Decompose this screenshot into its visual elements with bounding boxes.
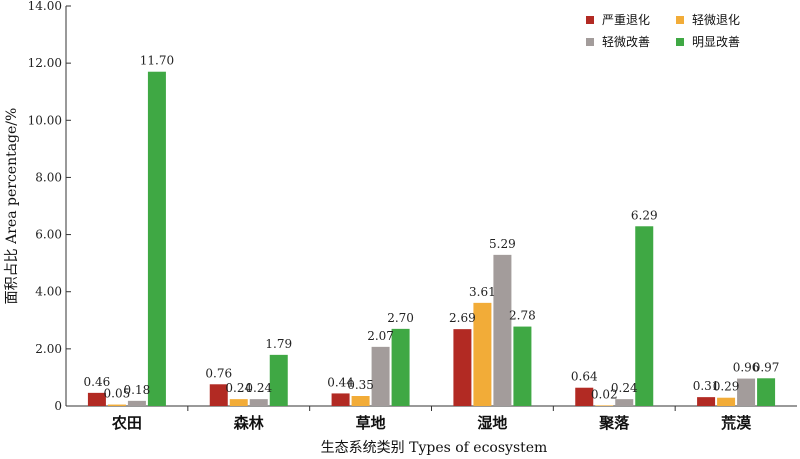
bar bbox=[737, 378, 756, 406]
bars bbox=[87, 71, 776, 406]
data-label: 0.44 bbox=[327, 375, 354, 389]
y-tick-label: 12.00 bbox=[28, 56, 62, 70]
bar bbox=[575, 387, 594, 406]
bar bbox=[757, 378, 776, 406]
data-label: 0.24 bbox=[245, 381, 272, 395]
y-tick-label: 2.00 bbox=[35, 342, 62, 356]
legend-swatch bbox=[676, 38, 684, 46]
data-label: 0.31 bbox=[693, 379, 720, 393]
bar bbox=[595, 405, 614, 406]
bar bbox=[493, 254, 512, 406]
data-label: 2.07 bbox=[367, 329, 394, 343]
x-axis: 农田 森林 草地 湿地 聚落 荒漠 bbox=[66, 405, 797, 432]
legend-entry: 轻微退化 bbox=[692, 13, 740, 27]
bar bbox=[249, 399, 268, 406]
bar bbox=[473, 302, 492, 406]
bar bbox=[635, 226, 654, 406]
bar bbox=[209, 384, 228, 406]
y-tick-label: 0 bbox=[54, 399, 62, 413]
x-tick-label: 聚落 bbox=[598, 414, 630, 432]
data-label: 6.29 bbox=[631, 208, 658, 222]
bar bbox=[269, 354, 288, 406]
y-tick-label: 4.00 bbox=[35, 285, 62, 299]
data-label: 2.70 bbox=[387, 311, 414, 325]
data-label: 0.24 bbox=[611, 381, 638, 395]
data-label: 0.46 bbox=[84, 375, 111, 389]
data-label: 0.24 bbox=[225, 381, 252, 395]
bar bbox=[107, 404, 126, 406]
y-tick-label: 10.00 bbox=[28, 113, 62, 127]
data-label: 2.78 bbox=[509, 309, 536, 323]
x-tick-label: 农田 bbox=[111, 414, 142, 432]
y-tick-label: 8.00 bbox=[35, 170, 62, 184]
data-label: 0.18 bbox=[124, 383, 151, 397]
bar bbox=[453, 329, 472, 406]
bar bbox=[351, 396, 370, 406]
legend-swatch bbox=[586, 16, 594, 24]
legend-entry: 轻微改善 bbox=[602, 34, 650, 49]
bar bbox=[717, 397, 736, 406]
bar bbox=[147, 71, 166, 406]
y-axis: 0 2.00 4.00 6.00 8.00 10.00 12.00 14.00 bbox=[28, 0, 71, 413]
legend-swatch bbox=[676, 16, 684, 24]
x-tick-label: 荒漠 bbox=[721, 414, 752, 432]
y-tick-label: 6.00 bbox=[35, 228, 62, 242]
data-label: 0.29 bbox=[713, 380, 740, 394]
data-label: 11.70 bbox=[140, 54, 174, 68]
data-label: 0.02 bbox=[591, 387, 618, 401]
x-tick-label: 森林 bbox=[234, 414, 265, 432]
y-axis-title: 面积占比 Area percentage/% bbox=[4, 108, 20, 305]
bar bbox=[371, 346, 390, 406]
data-label: 0.97 bbox=[753, 360, 780, 374]
bar bbox=[615, 399, 634, 406]
bar bbox=[229, 399, 248, 406]
legend-swatch bbox=[586, 38, 594, 46]
data-label: 0.35 bbox=[347, 378, 374, 392]
bar bbox=[697, 397, 716, 406]
data-label: 5.29 bbox=[489, 237, 516, 251]
legend-entry: 严重退化 bbox=[602, 13, 650, 27]
bar bbox=[87, 392, 106, 406]
data-label: 3.61 bbox=[469, 285, 496, 299]
data-labels: 0.460.050.1811.700.760.240.241.790.440.3… bbox=[84, 54, 780, 402]
data-label: 0.76 bbox=[205, 366, 232, 380]
bar bbox=[127, 400, 146, 406]
legend-entry: 明显改善 bbox=[692, 34, 740, 49]
data-label: 0.96 bbox=[733, 361, 760, 375]
x-tick-label: 草地 bbox=[356, 414, 386, 432]
x-tick-label: 湿地 bbox=[477, 414, 507, 432]
data-label: 0.64 bbox=[571, 370, 598, 384]
bar bbox=[331, 393, 350, 406]
bar bbox=[513, 326, 532, 406]
bar bbox=[391, 328, 410, 406]
data-label: 2.69 bbox=[449, 311, 476, 325]
data-label: 1.79 bbox=[265, 337, 292, 351]
y-tick-label: 14.00 bbox=[28, 0, 62, 13]
x-axis-title: 生态系统类别 Types of ecosystem bbox=[321, 440, 548, 456]
data-label: 0.05 bbox=[104, 387, 131, 401]
